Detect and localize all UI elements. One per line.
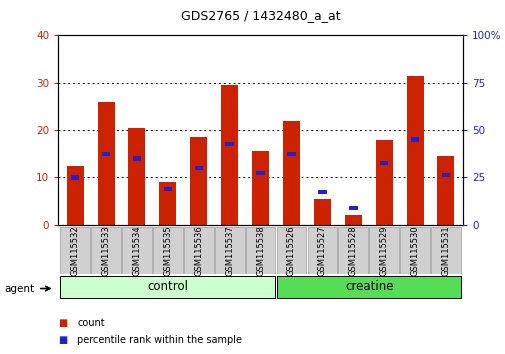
Text: GSM115534: GSM115534 — [132, 225, 141, 276]
FancyBboxPatch shape — [399, 227, 429, 274]
Bar — [97, 102, 114, 225]
FancyBboxPatch shape — [122, 227, 152, 274]
FancyBboxPatch shape — [60, 276, 275, 298]
Bar — [410, 137, 419, 142]
Bar — [128, 128, 145, 225]
Bar — [221, 85, 238, 225]
Text: GSM115533: GSM115533 — [102, 225, 111, 276]
Text: agent: agent — [4, 284, 34, 293]
FancyBboxPatch shape — [245, 227, 275, 274]
FancyBboxPatch shape — [307, 227, 336, 274]
Bar — [102, 152, 110, 156]
FancyBboxPatch shape — [60, 227, 90, 274]
Bar — [375, 139, 392, 225]
FancyBboxPatch shape — [430, 227, 460, 274]
Bar — [313, 199, 330, 225]
Text: GSM115531: GSM115531 — [441, 225, 449, 276]
Text: GSM115538: GSM115538 — [256, 225, 265, 276]
Bar — [406, 76, 423, 225]
Text: GDS2765 / 1432480_a_at: GDS2765 / 1432480_a_at — [180, 9, 340, 22]
FancyBboxPatch shape — [215, 227, 244, 274]
FancyBboxPatch shape — [153, 227, 182, 274]
Text: percentile rank within the sample: percentile rank within the sample — [77, 335, 242, 345]
Bar — [287, 152, 295, 156]
Bar — [344, 215, 361, 225]
Bar — [282, 121, 299, 225]
Text: GSM115532: GSM115532 — [71, 225, 79, 276]
Text: control: control — [146, 280, 187, 293]
Text: GSM115536: GSM115536 — [194, 225, 203, 276]
Text: GSM115527: GSM115527 — [317, 225, 326, 276]
Text: ■: ■ — [58, 318, 67, 328]
Text: creatine: creatine — [344, 280, 393, 293]
Text: GSM115530: GSM115530 — [410, 225, 419, 276]
Text: GSM115526: GSM115526 — [286, 225, 295, 276]
Bar — [251, 152, 269, 225]
Bar — [225, 142, 233, 147]
Bar — [256, 171, 264, 175]
Text: GSM115537: GSM115537 — [225, 225, 234, 276]
FancyBboxPatch shape — [276, 227, 306, 274]
Bar — [441, 173, 449, 177]
FancyBboxPatch shape — [276, 276, 461, 298]
Bar — [159, 182, 176, 225]
Text: GSM115528: GSM115528 — [348, 225, 357, 276]
Bar — [190, 137, 207, 225]
Bar — [163, 187, 172, 192]
Bar — [318, 189, 326, 194]
Bar — [67, 166, 83, 225]
Text: GSM115529: GSM115529 — [379, 225, 388, 276]
Bar — [379, 161, 388, 165]
Bar — [194, 166, 203, 170]
FancyBboxPatch shape — [369, 227, 398, 274]
Bar — [132, 156, 141, 161]
Bar — [437, 156, 453, 225]
FancyBboxPatch shape — [91, 227, 121, 274]
Text: GSM115535: GSM115535 — [163, 225, 172, 276]
FancyBboxPatch shape — [338, 227, 368, 274]
Bar — [348, 206, 357, 210]
FancyBboxPatch shape — [184, 227, 213, 274]
Text: ■: ■ — [58, 335, 67, 345]
Text: count: count — [77, 318, 105, 328]
Bar — [71, 175, 79, 179]
